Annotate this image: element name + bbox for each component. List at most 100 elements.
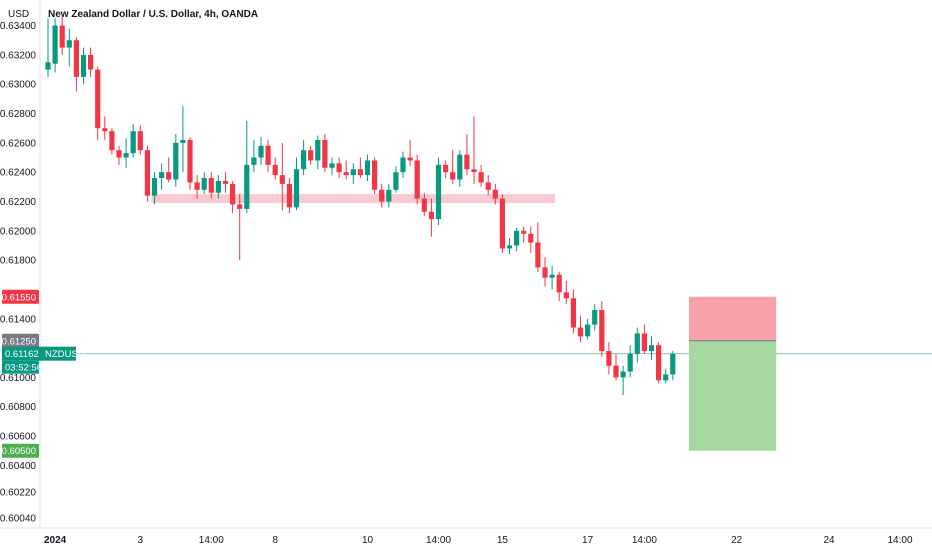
candle-body[interactable] bbox=[634, 333, 640, 354]
candle-body[interactable] bbox=[414, 160, 420, 199]
candle-body[interactable] bbox=[315, 139, 321, 161]
candle-body[interactable] bbox=[343, 172, 349, 176]
candle-body[interactable] bbox=[109, 131, 115, 151]
candle-body[interactable] bbox=[308, 150, 314, 161]
candle-body[interactable] bbox=[194, 182, 200, 190]
candle-body[interactable] bbox=[166, 172, 172, 180]
candle-body[interactable] bbox=[73, 40, 79, 77]
chart-title: New Zealand Dollar / U.S. Dollar, 4h, OA… bbox=[48, 9, 258, 20]
candle-body[interactable] bbox=[606, 351, 612, 366]
candle-body[interactable] bbox=[556, 274, 562, 293]
candle-body[interactable] bbox=[222, 180, 229, 184]
candle-body[interactable] bbox=[116, 150, 122, 158]
candle-body[interactable] bbox=[59, 25, 65, 48]
candle-body[interactable] bbox=[66, 40, 72, 48]
candle-body[interactable] bbox=[301, 150, 307, 170]
candle-body[interactable] bbox=[450, 172, 456, 180]
candle-body[interactable] bbox=[492, 189, 498, 199]
candle-body[interactable] bbox=[336, 163, 342, 173]
candle-body[interactable] bbox=[393, 172, 399, 190]
candle-body[interactable] bbox=[201, 178, 207, 190]
candle-body[interactable] bbox=[137, 131, 143, 151]
candle-body[interactable] bbox=[549, 274, 555, 278]
candle-body[interactable] bbox=[187, 139, 193, 183]
candle-body[interactable] bbox=[88, 54, 94, 70]
candle-body[interactable] bbox=[379, 189, 385, 202]
candle-body[interactable] bbox=[215, 180, 221, 193]
candle-body[interactable] bbox=[592, 309, 598, 325]
candle-body[interactable] bbox=[521, 230, 527, 234]
candle-body[interactable] bbox=[208, 178, 214, 193]
candle-body[interactable] bbox=[329, 163, 335, 168]
candle-body[interactable] bbox=[123, 153, 129, 158]
time-tick-label: 14:00 bbox=[426, 535, 451, 546]
candle-body[interactable] bbox=[237, 204, 243, 209]
candle-body[interactable] bbox=[173, 142, 179, 180]
support-zone[interactable] bbox=[151, 194, 556, 203]
candle-body[interactable] bbox=[151, 178, 158, 196]
candle-body[interactable] bbox=[350, 169, 356, 176]
candle-body[interactable] bbox=[648, 345, 655, 352]
candle-body[interactable] bbox=[286, 183, 292, 208]
candle-body[interactable] bbox=[45, 62, 51, 70]
candle-body[interactable] bbox=[485, 182, 491, 190]
candle-body[interactable] bbox=[457, 154, 463, 180]
candle-body[interactable] bbox=[322, 139, 328, 168]
candle-body[interactable] bbox=[52, 25, 58, 64]
candle-body[interactable] bbox=[620, 371, 626, 378]
candle-body[interactable] bbox=[407, 157, 413, 161]
candle-body[interactable] bbox=[627, 353, 633, 372]
candle-body[interactable] bbox=[656, 345, 662, 381]
candle-body[interactable] bbox=[144, 150, 150, 196]
time-tick-label: 10 bbox=[362, 535, 374, 546]
candle-body[interactable] bbox=[641, 333, 647, 352]
take-profit-zone[interactable] bbox=[689, 340, 777, 451]
candle-body[interactable] bbox=[542, 267, 548, 278]
candle-body[interactable] bbox=[272, 164, 278, 176]
candle-body[interactable] bbox=[563, 292, 569, 299]
candle-body[interactable] bbox=[428, 211, 434, 220]
candle-body[interactable] bbox=[535, 242, 541, 268]
candle-body[interactable] bbox=[435, 164, 442, 220]
price-axis-strip[interactable] bbox=[0, 0, 40, 528]
candle-body[interactable] bbox=[585, 324, 591, 337]
candle-body[interactable] bbox=[159, 172, 165, 179]
candle-body[interactable] bbox=[577, 327, 584, 337]
candle-body[interactable] bbox=[599, 309, 605, 352]
candle-body[interactable] bbox=[443, 164, 449, 173]
candle-body[interactable] bbox=[514, 230, 520, 246]
candle-body[interactable] bbox=[230, 183, 236, 205]
candle-body[interactable] bbox=[180, 139, 186, 143]
candle-body[interactable] bbox=[478, 172, 484, 183]
stop-loss-zone[interactable] bbox=[689, 296, 777, 341]
candle-body[interactable] bbox=[251, 157, 257, 165]
candle-body[interactable] bbox=[364, 160, 371, 176]
price-tick-label: 0.60220 bbox=[0, 487, 36, 498]
candle-body[interactable] bbox=[102, 128, 108, 132]
bar-countdown: 03:52:56 bbox=[5, 363, 42, 374]
candle-body[interactable] bbox=[471, 169, 477, 173]
candle-body[interactable] bbox=[293, 169, 300, 208]
candle-body[interactable] bbox=[570, 298, 576, 328]
candle-body[interactable] bbox=[464, 154, 470, 170]
candle-body[interactable] bbox=[95, 69, 101, 129]
candle-body[interactable] bbox=[265, 145, 271, 165]
candle-body[interactable] bbox=[421, 198, 427, 212]
candle-body[interactable] bbox=[279, 175, 285, 184]
candle-body[interactable] bbox=[244, 164, 250, 209]
candle-body[interactable] bbox=[130, 131, 136, 154]
candle-body[interactable] bbox=[506, 245, 513, 249]
candle-body[interactable] bbox=[528, 233, 534, 243]
candle-body[interactable] bbox=[663, 374, 669, 381]
candle-body[interactable] bbox=[613, 365, 619, 378]
candle-body[interactable] bbox=[357, 169, 363, 176]
candle-body[interactable] bbox=[372, 160, 378, 190]
candle-body[interactable] bbox=[400, 157, 406, 173]
candle-body[interactable] bbox=[499, 198, 505, 249]
candle-body[interactable] bbox=[386, 189, 392, 202]
candle-body[interactable] bbox=[670, 353, 676, 375]
candle-body[interactable] bbox=[258, 145, 264, 158]
time-axis-strip[interactable] bbox=[0, 529, 932, 550]
candle-body[interactable] bbox=[80, 54, 87, 77]
